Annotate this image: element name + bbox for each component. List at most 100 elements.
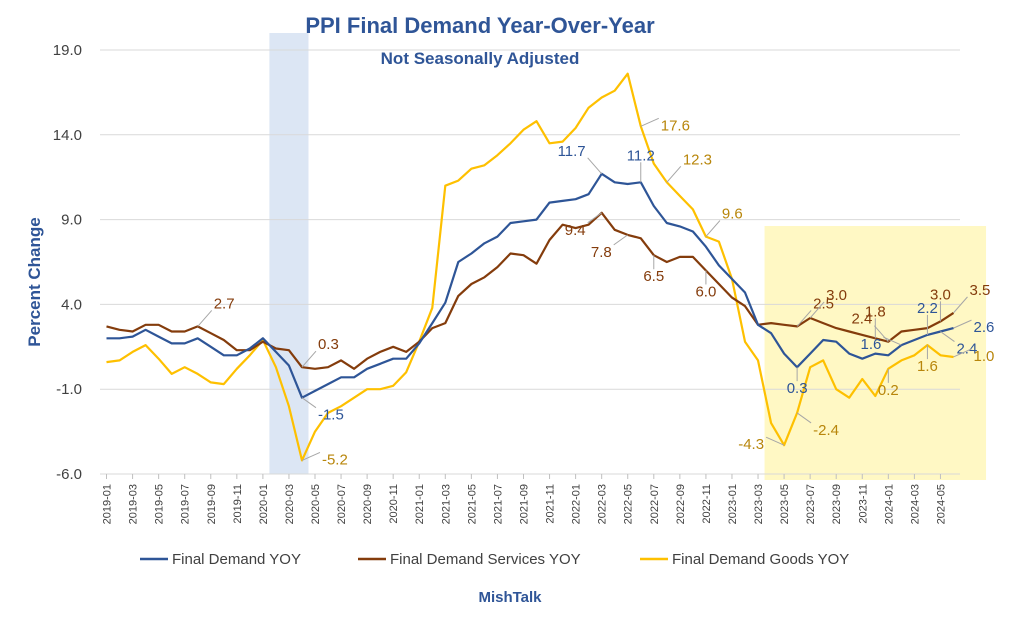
data-label-leader: [197, 310, 213, 327]
x-axis-ticks: 2019-01 2019-03 2019-05 2019-07 2019-09 2019-…: [102, 474, 947, 524]
y-axis-label: Percent Change: [25, 217, 44, 346]
data-label: 1.0: [973, 348, 994, 365]
data-label-leader: [301, 397, 317, 409]
x-tick-label: 2020-11: [388, 484, 400, 524]
data-label: 6.5: [643, 268, 664, 285]
data-label: 3.0: [826, 287, 847, 304]
data-label: 6.0: [695, 283, 716, 300]
data-label: 11.7: [558, 143, 586, 160]
chart-title: PPI Final Demand Year-Over-Year: [305, 13, 655, 38]
data-label-leader: [953, 296, 968, 314]
x-tick-label: 2023-11: [857, 484, 869, 524]
legend: Final Demand YOY Final Demand Services YO…: [140, 551, 849, 568]
data-label-leader: [796, 412, 812, 424]
y-tick-label: 19.0: [53, 42, 82, 59]
x-tick-label: 2019-07: [180, 484, 192, 524]
data-label: 1.8: [865, 303, 886, 320]
data-label-leader: [666, 165, 682, 183]
data-label-leader: [940, 331, 955, 342]
x-tick-label: 2022-07: [649, 484, 661, 524]
x-tick-label: 2023-01: [727, 484, 739, 524]
y-tick-label: 4.0: [61, 296, 82, 313]
x-tick-label: 2024-03: [909, 484, 921, 524]
x-tick-label: 2021-01: [414, 484, 426, 524]
data-label: 2.4: [851, 311, 872, 328]
data-label-leader: [809, 301, 825, 319]
x-tick-label: 2024-05: [935, 484, 947, 524]
x-tick-label: 2021-09: [518, 484, 530, 524]
data-label-leader: [705, 220, 721, 237]
x-tick-label: 2023-05: [779, 484, 791, 524]
y-tick-label: -1.0: [56, 381, 82, 398]
data-label: -2.4: [813, 422, 839, 439]
x-tick-label: 2020-01: [258, 484, 270, 524]
data-label: 3.0: [930, 286, 951, 303]
data-label-leader: [301, 451, 321, 461]
x-tick-label: 2019-01: [102, 484, 114, 524]
data-label-leader: [587, 212, 602, 224]
data-label-leader: [873, 325, 889, 343]
data-label: 9.6: [722, 206, 743, 223]
x-tick-label: 2021-07: [492, 484, 504, 524]
y-tick-label: 9.0: [61, 212, 82, 229]
data-label: 0.3: [318, 336, 339, 353]
x-tick-label: 2023-03: [753, 484, 765, 524]
data-label: -4.3: [738, 436, 764, 453]
data-label-leader: [953, 319, 972, 329]
data-label: 2.7: [214, 295, 235, 312]
data-label: 1.6: [917, 358, 938, 375]
data-label-leader: [953, 348, 972, 358]
legend-label: Final Demand Goods YOY: [672, 551, 849, 568]
data-label-leader: [640, 117, 659, 127]
x-tick-label: 2020-07: [336, 484, 348, 524]
x-tick-label: 2021-11: [545, 484, 557, 524]
data-labels: 2.7 0.3 -1.5 -5.2 11.7 11.2 17.6 12.3 9.6 9.4 7.8 6…: [197, 117, 994, 468]
shaded-period: [269, 33, 309, 474]
data-label: 0.2: [878, 382, 899, 399]
x-tick-label: 2021-05: [466, 484, 478, 524]
series-lines: [106, 72, 955, 462]
data-label: 1.6: [861, 336, 882, 353]
x-tick-label: 2022-09: [675, 484, 687, 524]
data-label-leader: [613, 234, 629, 246]
x-tick-label: 2021-03: [440, 484, 452, 524]
data-label: 2.6: [973, 319, 994, 336]
y-axis-ticks: 19.0 14.0 9.0 4.0 -1.0 -6.0: [53, 42, 82, 483]
data-label-leader: [301, 350, 317, 368]
shaded-periods: [269, 33, 987, 480]
x-tick-label: 2024-01: [883, 484, 895, 524]
x-tick-label: 2019-05: [154, 484, 166, 524]
x-tick-label: 2022-01: [571, 484, 583, 524]
data-label: 9.4: [565, 222, 586, 239]
x-tick-label: 2022-05: [623, 484, 635, 524]
data-label-leader: [587, 157, 603, 175]
data-label: 7.8: [591, 244, 612, 261]
legend-label: Final Demand Services YOY: [390, 551, 581, 568]
x-tick-label: 2022-11: [701, 484, 713, 524]
x-tick-label: 2019-09: [206, 484, 218, 524]
x-tick-label: 2020-03: [284, 484, 296, 524]
credit-label: MishTalk: [478, 589, 542, 606]
data-label-leader: [765, 436, 785, 446]
data-label-leader: [883, 336, 902, 346]
x-tick-label: 2023-07: [805, 484, 817, 524]
x-tick-label: 2020-09: [362, 484, 374, 524]
x-tick-label: 2022-03: [597, 484, 609, 524]
chart-subtitle: Not Seasonally Adjusted: [381, 49, 580, 68]
data-label: 17.6: [661, 117, 690, 134]
x-tick-label: 2023-09: [831, 484, 843, 524]
data-label: 2.2: [917, 300, 938, 317]
y-tick-label: 14.0: [53, 127, 82, 144]
data-label: 12.3: [683, 151, 712, 168]
x-tick-label: 2020-05: [310, 484, 322, 524]
data-label: 11.2: [627, 147, 655, 164]
series-line-2: [106, 72, 954, 462]
legend-label: Final Demand YOY: [172, 551, 301, 568]
data-label: 0.3: [787, 380, 808, 397]
x-tick-label: 2019-03: [128, 484, 140, 524]
series-line-0: [106, 172, 954, 399]
y-tick-label: -6.0: [56, 466, 82, 483]
data-label: 3.5: [969, 282, 990, 299]
data-label-leader: [796, 310, 812, 327]
